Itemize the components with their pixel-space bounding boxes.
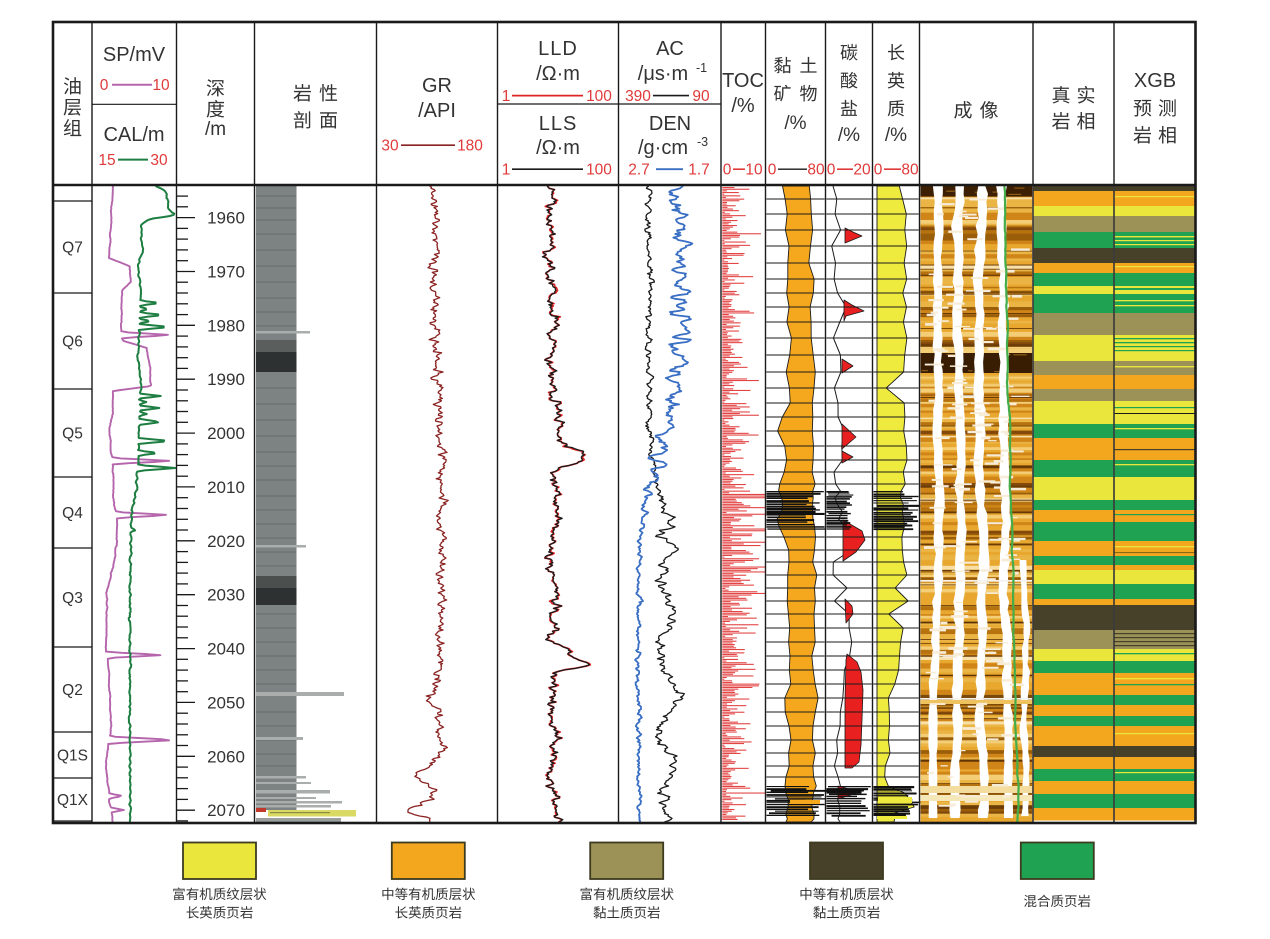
- svg-text:10: 10: [745, 162, 763, 179]
- svg-text:30: 30: [150, 152, 168, 169]
- svg-text:LLS: LLS: [539, 113, 578, 135]
- svg-text:0: 0: [768, 162, 777, 179]
- svg-text:1980: 1980: [207, 316, 245, 335]
- svg-text:Q1X: Q1X: [57, 792, 89, 809]
- svg-text:-1: -1: [696, 61, 707, 75]
- svg-text:/%: /%: [731, 95, 755, 117]
- svg-text:Q3: Q3: [62, 590, 83, 607]
- svg-text:/μs·m: /μs·m: [638, 63, 688, 85]
- svg-text:1.7: 1.7: [688, 162, 710, 179]
- svg-text:Q7: Q7: [62, 240, 83, 257]
- svg-text:/Ω·m: /Ω·m: [536, 63, 580, 85]
- svg-text:2030: 2030: [207, 586, 245, 605]
- svg-text:1970: 1970: [207, 263, 245, 282]
- svg-text:30: 30: [381, 138, 399, 155]
- svg-text:2050: 2050: [207, 693, 245, 712]
- svg-text:/m: /m: [205, 119, 226, 140]
- svg-text:10: 10: [152, 77, 170, 94]
- svg-text:100: 100: [586, 162, 612, 179]
- svg-text:100: 100: [586, 88, 612, 105]
- svg-text:DEN: DEN: [649, 113, 691, 135]
- svg-text:180: 180: [457, 138, 483, 155]
- svg-text:Q4: Q4: [62, 505, 83, 522]
- svg-text:-3: -3: [697, 135, 708, 149]
- svg-text:1: 1: [502, 88, 511, 105]
- svg-text:LLD: LLD: [538, 38, 578, 60]
- svg-text:2070: 2070: [207, 801, 245, 820]
- svg-text:Q6: Q6: [62, 334, 83, 351]
- svg-text:SP/mV: SP/mV: [103, 44, 166, 66]
- svg-text:20: 20: [853, 162, 871, 179]
- svg-text:2.7: 2.7: [628, 162, 650, 179]
- svg-text:/g·cm: /g·cm: [638, 137, 688, 159]
- svg-text:/%: /%: [838, 125, 860, 146]
- svg-text:0: 0: [827, 162, 836, 179]
- svg-text:AC: AC: [656, 38, 684, 60]
- svg-text:1960: 1960: [207, 209, 245, 228]
- svg-text:/API: /API: [418, 100, 456, 122]
- svg-text:TOC: TOC: [722, 70, 764, 92]
- svg-text:XGB: XGB: [1134, 70, 1176, 92]
- svg-text:390: 390: [625, 88, 651, 105]
- svg-text:CAL/m: CAL/m: [103, 124, 164, 146]
- svg-text:/%: /%: [885, 125, 907, 146]
- svg-text:0: 0: [100, 77, 109, 94]
- svg-text:Q1S: Q1S: [57, 748, 88, 765]
- svg-text:GR: GR: [422, 75, 452, 97]
- svg-text:2040: 2040: [207, 640, 245, 659]
- svg-text:Q2: Q2: [62, 682, 83, 699]
- svg-text:0: 0: [723, 162, 732, 179]
- svg-text:90: 90: [692, 88, 710, 105]
- svg-text:2000: 2000: [207, 424, 245, 443]
- svg-text:/Ω·m: /Ω·m: [536, 137, 580, 159]
- svg-text:1990: 1990: [207, 370, 245, 389]
- svg-text:2060: 2060: [207, 747, 245, 766]
- svg-text:2010: 2010: [207, 478, 245, 497]
- svg-text:80: 80: [807, 162, 825, 179]
- svg-text:15: 15: [98, 152, 115, 169]
- svg-text:Q5: Q5: [62, 426, 83, 443]
- svg-text:/%: /%: [784, 113, 806, 134]
- svg-text:80: 80: [901, 162, 919, 179]
- svg-text:0: 0: [874, 162, 883, 179]
- svg-text:1: 1: [502, 162, 511, 179]
- svg-text:2020: 2020: [207, 532, 245, 551]
